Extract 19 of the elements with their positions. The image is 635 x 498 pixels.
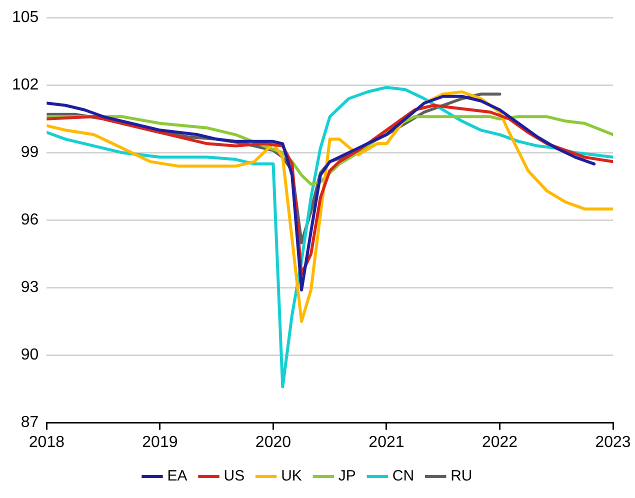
- x-tick-label: 2019: [142, 434, 178, 451]
- x-tick-label: 2020: [255, 434, 292, 451]
- legend-label: JP: [338, 468, 356, 485]
- y-tick-label: 87: [20, 414, 39, 432]
- legend-label: CN: [392, 468, 414, 485]
- y-tick-label: 105: [12, 9, 39, 26]
- y-tick-label: 99: [20, 144, 39, 162]
- y-tick-label: 96: [20, 212, 39, 229]
- x-tick-label: 2023: [595, 434, 631, 451]
- x-tick-label: 2018: [28, 434, 65, 451]
- x-tick-label: 2022: [482, 434, 518, 451]
- y-tick-label: 90: [20, 346, 39, 364]
- legend-label: RU: [450, 468, 472, 485]
- legend-label: US: [224, 468, 245, 485]
- y-tick-label: 93: [20, 279, 39, 296]
- legend-label: UK: [281, 468, 302, 485]
- y-tick-label: 102: [12, 76, 39, 94]
- x-tick-label: 2021: [368, 434, 404, 451]
- legend-label: EA: [167, 468, 188, 485]
